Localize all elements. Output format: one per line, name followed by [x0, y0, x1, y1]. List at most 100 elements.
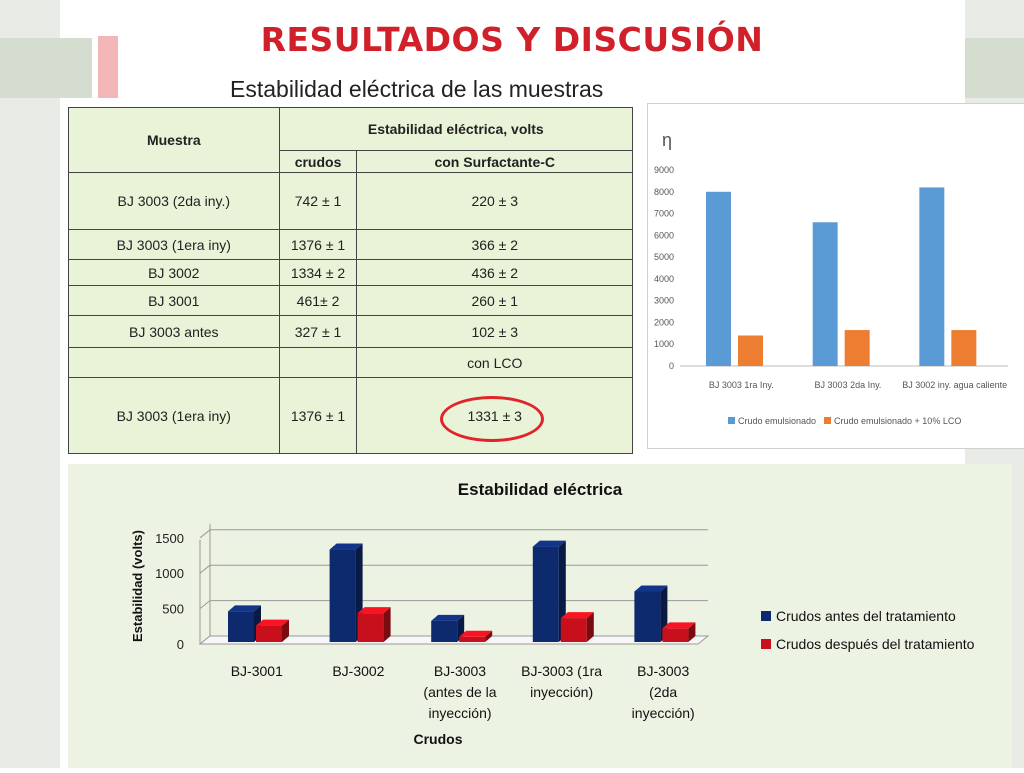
y-tick-label: 1000: [155, 566, 184, 581]
x-tick-label: BJ 3003 1ra Iny.: [709, 380, 774, 390]
y-tick-label: 2000: [654, 317, 674, 327]
y-tick-label: 500: [162, 602, 184, 617]
bar-side: [485, 630, 493, 642]
y-axis-title: Estabilidad (volts): [130, 530, 145, 642]
legend-label: Crudos antes del tratamiento: [776, 608, 956, 624]
cell-empty: [68, 347, 280, 378]
table-header-row: Muestra Estabilidad eléctrica, volts: [68, 107, 634, 173]
cell-crudos: 1376 ± 1: [278, 229, 358, 260]
x-tick-label: BJ-3003: [434, 663, 486, 679]
cell-crudos: 327 ± 1: [278, 315, 358, 348]
y-tick-label: 0: [669, 361, 674, 371]
cell-tratado: 366 ± 2: [356, 229, 633, 260]
chart-panel-viscosity: η 0 1000 2000 3000 4000 5000 6000 7000 8000 9000 BJ…: [647, 103, 1024, 449]
bar-despues: [459, 636, 486, 642]
table-subheader-row: crudos con Surfactante-C: [69, 150, 633, 173]
legend-label: Crudo emulsionado + 10% LCO: [834, 416, 961, 426]
table-lco-header-row: con LCO: [68, 347, 633, 378]
bar-antes: [634, 591, 661, 642]
table-row: BJ 3001 461± 2 260 ± 1: [68, 285, 633, 316]
cell-muestra: BJ 3003 (1era iny): [68, 229, 280, 260]
chart-panel-stability: Estabilidad eléctrica 0 500 1000 1500 Estabil…: [68, 464, 1012, 768]
bar-side: [688, 622, 696, 642]
results-table: Muestra Estabilidad eléctrica, volts cru…: [68, 107, 634, 454]
y-tick-label: 5000: [654, 252, 674, 262]
gridline-diag: [199, 600, 211, 609]
chart-title: Estabilidad eléctrica: [458, 480, 623, 499]
cell-muestra: BJ 3001: [68, 285, 280, 316]
bar-crudo-emulsionado: [919, 187, 945, 366]
x-tick-label: (2da: [649, 684, 677, 700]
bar-top: [357, 607, 391, 614]
bar-top: [228, 605, 261, 612]
slide-deco-bar: [98, 36, 118, 98]
legend-swatch: [761, 611, 771, 621]
bar-crudo-lco: [738, 335, 763, 366]
table-row: BJ 3003 (1era iny) 1376 ± 1 1331 ± 3: [68, 377, 633, 454]
bar-top: [459, 630, 493, 637]
bar-side: [383, 607, 391, 642]
x-tick-label: BJ-3003 (1ra: [521, 663, 602, 679]
cell-tratado: 436 ± 2: [356, 259, 633, 286]
bar-crudo-lco: [844, 330, 870, 366]
y-tick-label: 0: [177, 637, 184, 652]
bar-antes: [431, 620, 458, 642]
header-muestra: Muestra: [68, 107, 280, 173]
bar-antes: [532, 546, 559, 642]
x-tick-label: BJ-3001: [231, 663, 283, 679]
y-tick-label: 4000: [654, 274, 674, 284]
slide-subtitle: Estabilidad eléctrica de las muestras: [230, 76, 604, 102]
bar-top: [431, 614, 465, 621]
header-lco: con LCO: [356, 347, 633, 378]
bar-crudo-emulsionado: [812, 222, 838, 366]
bar-top: [532, 540, 566, 547]
bar-despues: [560, 618, 587, 642]
cell-muestra: BJ 3003 antes: [68, 315, 280, 348]
header-estabilidad: Estabilidad eléctrica, volts: [278, 107, 634, 151]
cell-muestra: BJ 3003 (2da iny.): [68, 172, 280, 230]
cell-crudos: 1334 ± 2: [278, 259, 358, 286]
slide-title: RESULTADOS Y DISCUSIÓN: [260, 20, 764, 59]
slide-deco-right-block: [965, 38, 1024, 98]
cell-muestra: BJ 3003 (1era iny): [68, 377, 280, 454]
cell-empty: [278, 347, 358, 378]
legend-swatch: [761, 639, 771, 649]
y-tick-label: 1500: [155, 531, 184, 546]
bar-side: [282, 619, 289, 642]
header-crudos: crudos: [278, 150, 358, 173]
chart-viscosity: η 0 1000 2000 3000 4000 5000 6000 7000 8000 9000 BJ…: [654, 130, 1008, 426]
cell-crudos: 1376 ± 1: [278, 377, 358, 454]
bar-antes: [329, 549, 356, 642]
bar-top: [662, 622, 696, 629]
corner-symbol: η: [662, 130, 672, 150]
cell-muestra: BJ 3002: [68, 259, 280, 286]
bar-top: [634, 585, 668, 592]
bar-antes: [228, 611, 254, 642]
legend-label: Crudo emulsionado: [738, 416, 816, 426]
x-tick-label: BJ-3002: [332, 663, 384, 679]
legend-swatch: [728, 417, 735, 424]
y-tick-label: 9000: [654, 165, 674, 175]
bar-top: [560, 612, 594, 619]
header-surfactante: con Surfactante-C: [356, 150, 633, 173]
table-row: BJ 3003 (1era iny) 1376 ± 1 366 ± 2: [68, 229, 633, 260]
table-row: BJ 3003 (2da iny.) 742 ± 1 220 ± 3: [68, 172, 633, 230]
bar-despues: [357, 613, 384, 642]
slide-deco-block: [0, 38, 92, 98]
y-tick-label: 1000: [654, 339, 674, 349]
bar-top: [256, 619, 289, 626]
gridline-diag: [199, 529, 211, 539]
x-tick-label: (antes de la: [423, 684, 496, 700]
cell-crudos: 461± 2: [278, 285, 358, 316]
bar-top: [329, 543, 363, 550]
x-tick-label: BJ 3002 iny. agua caliente: [902, 380, 1007, 390]
highlight-circle: [440, 396, 544, 442]
gridline-diag: [199, 564, 211, 574]
cell-tratado: 220 ± 3: [356, 172, 633, 230]
chart-stability: Estabilidad eléctrica 0 500 1000 1500 Estabil…: [130, 480, 975, 747]
table-row: BJ 3002 1334 ± 2 436 ± 2: [68, 259, 633, 286]
cell-tratado: 102 ± 3: [356, 315, 633, 348]
x-axis-title: Crudos: [414, 731, 463, 747]
x-tick-label: inyección): [428, 705, 491, 721]
legend-swatch: [824, 417, 831, 424]
